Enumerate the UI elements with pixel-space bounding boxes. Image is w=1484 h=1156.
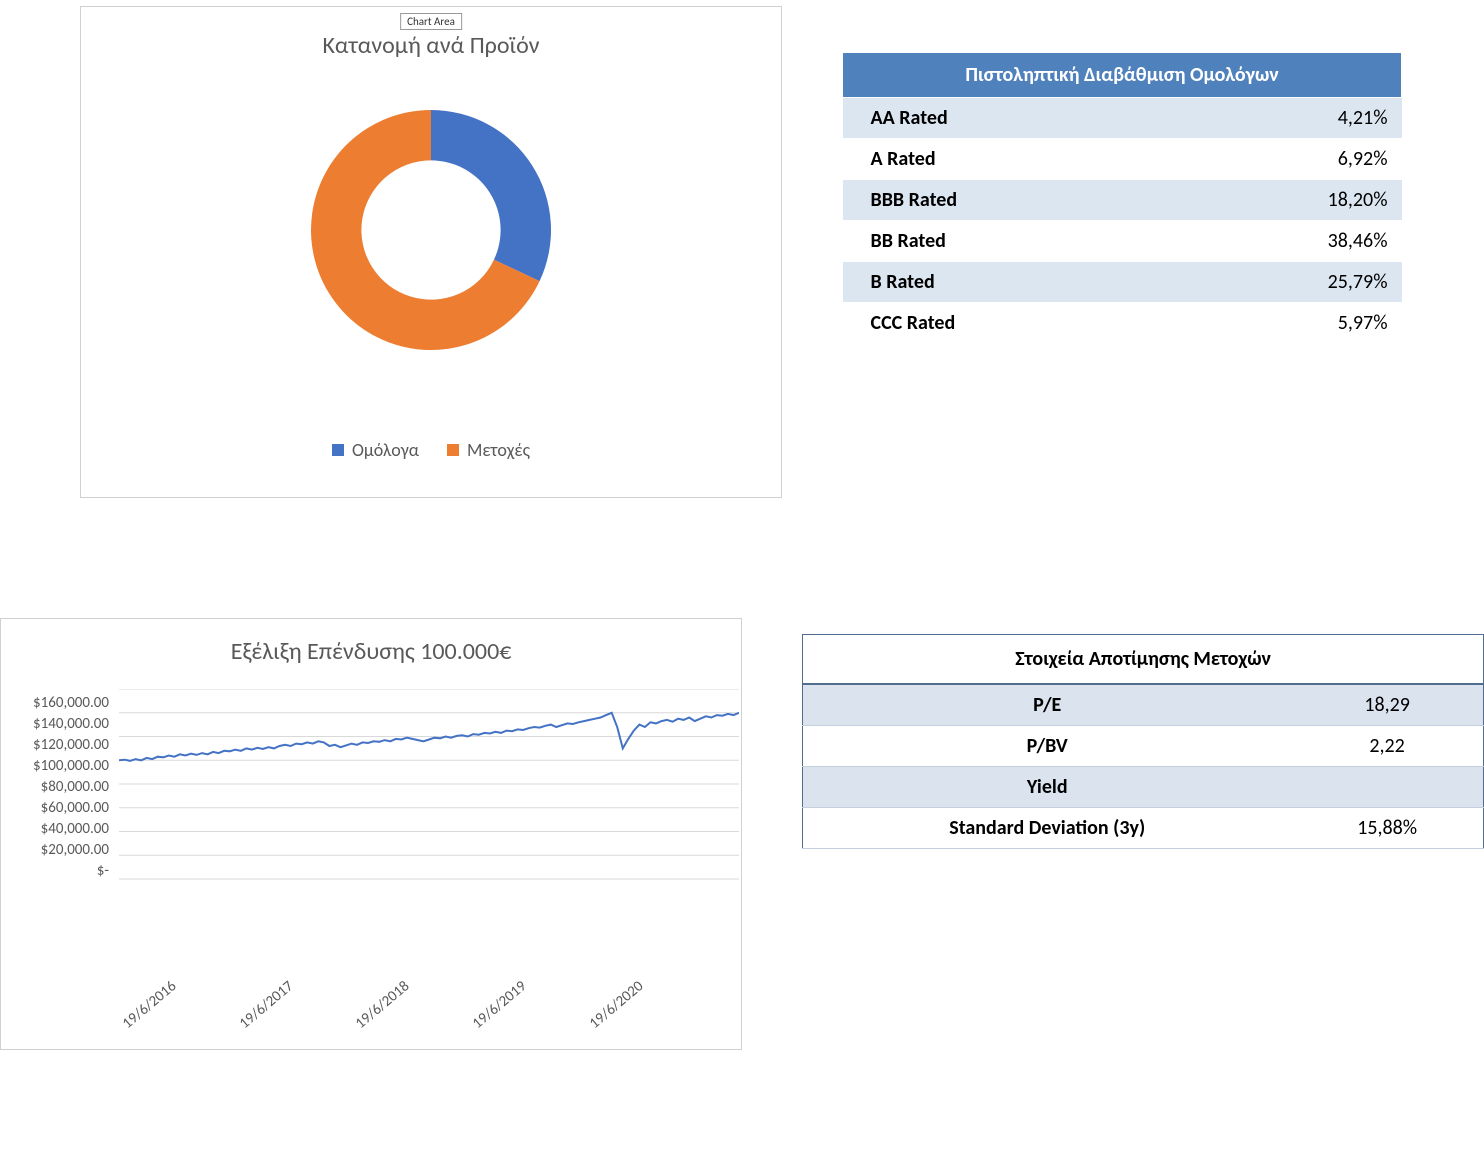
x-tick-label: 19/6/2019 [469, 977, 530, 1032]
y-tick-label: $60,000.00 [9, 798, 109, 819]
y-tick-label: $- [9, 861, 109, 882]
line-chart-y-axis: $160,000.00$140,000.00$120,000.00$100,00… [9, 693, 109, 882]
legend-item: Ομόλογα [332, 439, 419, 461]
y-tick-label: $80,000.00 [9, 777, 109, 798]
donut-chart [81, 60, 781, 420]
valuation-value: 18,29 [1291, 684, 1483, 726]
donut-chart-title: Κατανομή ανά Προϊόν [81, 31, 781, 60]
y-tick-label: $160,000.00 [9, 693, 109, 714]
table-row: P/BV2,22 [803, 726, 1484, 767]
rating-label: B Rated [843, 262, 1175, 303]
rating-value: 5,97% [1175, 303, 1402, 344]
table-row: Standard Deviation (3y)15,88% [803, 808, 1484, 849]
y-tick-label: $20,000.00 [9, 840, 109, 861]
valuation-table: Στοιχεία Αποτίμησης Μετοχών P/E18,29P/BV… [802, 634, 1484, 849]
rating-label: AA Rated [843, 98, 1175, 139]
table-row: P/E18,29 [803, 684, 1484, 726]
donut-slice [431, 110, 551, 281]
rating-value: 4,21% [1175, 98, 1402, 139]
rating-table-header: Πιστοληπτική Διαβάθμιση Ομολόγων [843, 53, 1402, 98]
table-row: CCC Rated5,97% [843, 303, 1402, 344]
line-chart-title: Εξέλιξη Επένδυσης 100.000€ [1, 619, 741, 666]
rating-label: BB Rated [843, 221, 1175, 262]
chart-area-label: Chart Area [400, 13, 462, 30]
y-tick-label: $120,000.00 [9, 735, 109, 756]
valuation-value: 2,22 [1291, 726, 1483, 767]
valuation-value [1291, 767, 1483, 808]
rating-label: BBB Rated [843, 180, 1175, 221]
rating-value: 25,79% [1175, 262, 1402, 303]
donut-chart-panel: Chart Area Κατανομή ανά Προϊόν Ομόλογα Με… [80, 6, 782, 498]
legend-swatch [447, 444, 459, 456]
donut-legend: Ομόλογα Μετοχές [81, 425, 781, 479]
legend-item: Μετοχές [447, 439, 530, 461]
rating-value: 6,92% [1175, 139, 1402, 180]
valuation-key: P/E [803, 684, 1292, 726]
rating-table: Πιστοληπτική Διαβάθμιση Ομολόγων AA Rate… [842, 52, 1402, 344]
x-tick-label: 19/6/2017 [236, 977, 297, 1032]
line-chart-panel: Εξέλιξη Επένδυσης 100.000€ $160,000.00$1… [0, 618, 742, 1050]
y-tick-label: $140,000.00 [9, 714, 109, 735]
legend-label: Ομόλογα [352, 439, 419, 461]
x-tick-label: 19/6/2018 [352, 977, 413, 1032]
valuation-key: Yield [803, 767, 1292, 808]
y-tick-label: $40,000.00 [9, 819, 109, 840]
line-chart [119, 689, 739, 889]
table-row: BBB Rated18,20% [843, 180, 1402, 221]
rating-label: CCC Rated [843, 303, 1175, 344]
y-tick-label: $100,000.00 [9, 756, 109, 777]
x-tick-label: 19/6/2020 [586, 977, 647, 1032]
table-row: A Rated6,92% [843, 139, 1402, 180]
valuation-value: 15,88% [1291, 808, 1483, 849]
table-row: B Rated25,79% [843, 262, 1402, 303]
legend-swatch [332, 444, 344, 456]
valuation-table-header: Στοιχεία Αποτίμησης Μετοχών [803, 635, 1484, 685]
table-row: Yield [803, 767, 1484, 808]
table-row: AA Rated4,21% [843, 98, 1402, 139]
valuation-key: P/BV [803, 726, 1292, 767]
line-chart-x-axis: 19/6/201619/6/201719/6/201819/6/201919/6… [119, 979, 609, 1039]
legend-label: Μετοχές [467, 439, 530, 461]
valuation-key: Standard Deviation (3y) [803, 808, 1292, 849]
table-row: BB Rated38,46% [843, 221, 1402, 262]
x-tick-label: 19/6/2016 [119, 977, 180, 1032]
rating-value: 38,46% [1175, 221, 1402, 262]
rating-value: 18,20% [1175, 180, 1402, 221]
rating-label: A Rated [843, 139, 1175, 180]
